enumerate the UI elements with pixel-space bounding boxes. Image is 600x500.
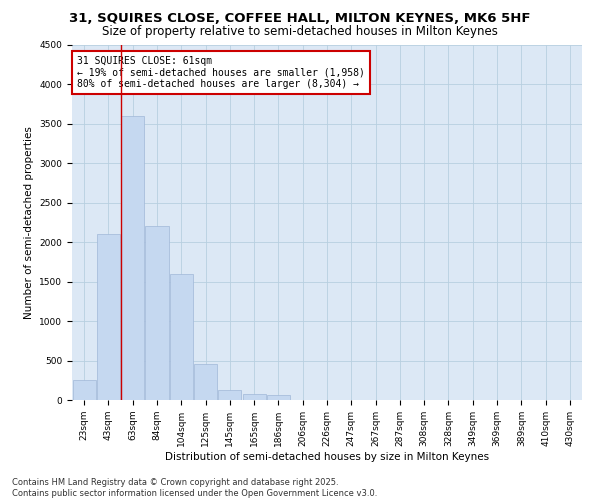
Text: 31 SQUIRES CLOSE: 61sqm
← 19% of semi-detached houses are smaller (1,958)
80% of: 31 SQUIRES CLOSE: 61sqm ← 19% of semi-de… <box>77 56 365 89</box>
Text: 31, SQUIRES CLOSE, COFFEE HALL, MILTON KEYNES, MK6 5HF: 31, SQUIRES CLOSE, COFFEE HALL, MILTON K… <box>69 12 531 26</box>
Bar <box>170 274 193 400</box>
Bar <box>97 234 120 400</box>
Text: Size of property relative to semi-detached houses in Milton Keynes: Size of property relative to semi-detach… <box>102 25 498 38</box>
Bar <box>145 226 169 400</box>
Bar <box>267 396 290 400</box>
Text: Contains HM Land Registry data © Crown copyright and database right 2025.
Contai: Contains HM Land Registry data © Crown c… <box>12 478 377 498</box>
X-axis label: Distribution of semi-detached houses by size in Milton Keynes: Distribution of semi-detached houses by … <box>165 452 489 462</box>
Y-axis label: Number of semi-detached properties: Number of semi-detached properties <box>24 126 34 319</box>
Bar <box>218 390 241 400</box>
Bar <box>121 116 144 400</box>
Bar <box>242 394 266 400</box>
Bar <box>194 364 217 400</box>
Bar <box>73 380 95 400</box>
